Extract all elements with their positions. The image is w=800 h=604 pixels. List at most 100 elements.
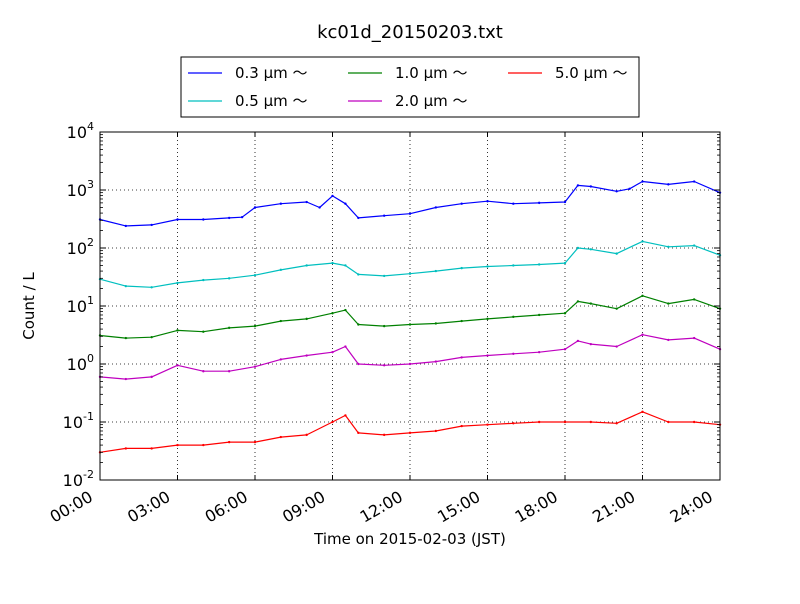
data-point	[563, 312, 567, 315]
x-tick-label: 21:00	[589, 487, 638, 527]
data-point	[641, 180, 644, 183]
data-point	[305, 200, 308, 204]
data-point	[537, 420, 541, 424]
data-point	[227, 440, 231, 444]
data-point	[357, 362, 360, 366]
data-point	[176, 364, 179, 367]
data-point	[382, 274, 386, 278]
data-point	[589, 248, 593, 251]
y-tick-label: 104	[67, 120, 94, 142]
legend-label: 0.3 μm ～	[235, 64, 308, 82]
data-point	[641, 410, 644, 413]
data-point	[628, 187, 631, 190]
data-point	[692, 244, 696, 247]
data-point	[486, 423, 489, 426]
data-point	[460, 266, 463, 270]
data-point	[227, 326, 231, 330]
data-point	[253, 440, 257, 444]
data-point	[176, 218, 179, 221]
data-point	[512, 264, 515, 267]
data-point	[563, 261, 567, 265]
x-tick-label: 06:00	[202, 487, 251, 527]
data-point	[202, 443, 205, 447]
y-tick-label: 103	[67, 178, 94, 200]
data-point	[344, 414, 347, 417]
data-point	[176, 281, 179, 285]
x-tick-label: 18:00	[512, 487, 561, 527]
data-point	[202, 278, 205, 282]
data-point	[576, 339, 580, 343]
data-point	[615, 307, 618, 310]
data-point	[124, 447, 128, 450]
data-point	[434, 322, 438, 325]
data-point	[227, 216, 231, 220]
data-point	[150, 335, 153, 339]
x-tick-label: 03:00	[124, 487, 173, 527]
data-point	[305, 264, 308, 267]
x-tick-label: 09:00	[279, 487, 328, 527]
data-point	[202, 370, 205, 373]
data-point	[576, 184, 580, 187]
data-point	[615, 422, 618, 425]
data-point	[124, 336, 128, 340]
data-point	[279, 268, 283, 272]
data-point	[124, 284, 128, 288]
data-point	[318, 206, 321, 209]
data-point	[150, 223, 153, 227]
data-point	[667, 245, 670, 248]
data-point	[692, 336, 696, 340]
data-point	[563, 347, 567, 351]
data-point	[382, 364, 386, 367]
data-point	[279, 202, 283, 205]
data-point	[486, 317, 489, 321]
data-point	[344, 264, 347, 267]
data-point	[408, 362, 412, 366]
data-point	[408, 323, 412, 326]
legend-label: 0.5 μm ～	[235, 92, 308, 110]
data-point	[460, 356, 463, 359]
data-point	[576, 300, 580, 303]
data-point	[408, 431, 412, 435]
data-point	[253, 365, 257, 368]
data-point	[331, 420, 334, 424]
data-point	[344, 345, 347, 348]
y-tick-label: 10-1	[63, 410, 94, 432]
data-point	[344, 202, 347, 205]
data-point	[434, 206, 438, 209]
data-point	[176, 443, 179, 447]
data-point	[434, 429, 438, 433]
data-point	[576, 246, 580, 250]
data-point	[434, 360, 438, 363]
series-line	[99, 411, 721, 453]
data-point	[279, 358, 283, 361]
data-point	[692, 180, 696, 183]
data-point	[460, 319, 463, 323]
data-point	[253, 206, 257, 209]
data-point	[357, 323, 360, 326]
data-point	[667, 302, 670, 305]
data-point	[331, 312, 334, 315]
data-point	[589, 185, 593, 188]
data-point	[331, 194, 334, 198]
data-point	[124, 224, 128, 228]
data-point	[589, 420, 593, 424]
data-point	[667, 338, 670, 342]
legend-label: 5.0 μm ～	[555, 64, 628, 82]
legend-label: 2.0 μm ～	[395, 92, 468, 110]
data-point	[124, 377, 128, 381]
data-point	[667, 183, 670, 186]
data-point	[615, 252, 618, 255]
data-point	[667, 420, 670, 424]
data-point	[434, 269, 438, 273]
data-point	[460, 424, 463, 428]
series-line	[99, 180, 721, 227]
x-tick-label: 00:00	[47, 487, 96, 527]
data-point	[382, 214, 386, 217]
x-axis-label: Time on 2015-02-03 (JST)	[313, 530, 506, 548]
data-point	[589, 342, 593, 346]
y-axis-label: Count / L	[20, 272, 38, 340]
data-point	[641, 333, 644, 336]
data-point	[692, 298, 696, 301]
data-point	[512, 202, 515, 205]
data-point	[279, 435, 283, 439]
